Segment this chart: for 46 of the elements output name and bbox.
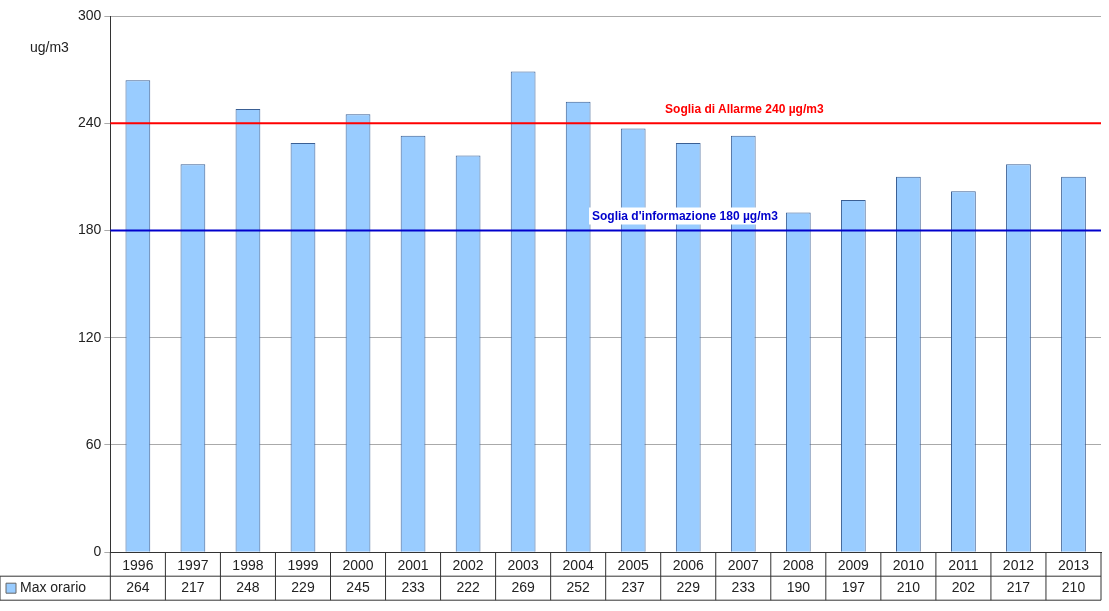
y-tick-label: 60 (85, 435, 102, 452)
x-tick-label: 1996 (122, 557, 154, 574)
data-label: 190 (786, 579, 811, 596)
x-tick-label: 1997 (177, 557, 209, 574)
data-label: 217 (181, 579, 205, 596)
data-label: 264 (126, 579, 150, 596)
data-label: 248 (236, 579, 260, 596)
data-label: 269 (511, 579, 536, 596)
x-tick-label: 2010 (892, 557, 925, 574)
x-tick-label: 2005 (617, 557, 649, 574)
y-tick-label: 0 (93, 543, 102, 560)
data-label: 229 (676, 579, 701, 596)
x-tick-label: 2008 (782, 557, 815, 574)
x-tick-label: 2004 (562, 557, 594, 574)
x-tick-label: 2013 (1057, 557, 1090, 574)
data-label: 210 (896, 579, 921, 596)
data-label: 229 (291, 579, 315, 596)
legend-label: Max orario (20, 579, 87, 596)
x-tick-label: 2000 (342, 557, 374, 574)
y-tick-label: 300 (78, 6, 102, 23)
data-label: 252 (566, 579, 591, 596)
x-tick-label: 2003 (507, 557, 539, 574)
x-tick-label: 2009 (837, 557, 870, 574)
y-tick-label: 240 (78, 114, 102, 131)
data-label: 233 (731, 579, 756, 596)
data-label: 202 (951, 579, 976, 596)
data-label: 237 (621, 579, 646, 596)
data-label: 210 (1061, 579, 1086, 596)
data-label: 222 (456, 579, 480, 596)
ref-line-label: Soglia d'informazione 180 µg/m3 (592, 208, 779, 223)
data-label: 245 (346, 579, 370, 596)
x-tick-label: 1998 (232, 557, 264, 574)
x-tick-label: 2007 (727, 557, 760, 574)
y-tick-label: 180 (78, 221, 102, 238)
data-label: 233 (401, 579, 425, 596)
x-tick-label: 2011 (948, 557, 979, 574)
x-tick-label: 2012 (1002, 557, 1035, 574)
y-tick-label: 120 (78, 328, 102, 345)
ref-line-label: Soglia di Allarme 240 µg/m3 (665, 101, 824, 116)
x-tick-label: 2002 (452, 557, 484, 574)
data-label: 217 (1006, 579, 1031, 596)
x-tick-label: 1999 (287, 557, 319, 574)
x-tick-label: 2006 (672, 557, 705, 574)
x-tick-label: 2001 (397, 557, 429, 574)
data-label: 197 (841, 579, 866, 596)
y-axis-title: ug/m3 (30, 38, 70, 55)
